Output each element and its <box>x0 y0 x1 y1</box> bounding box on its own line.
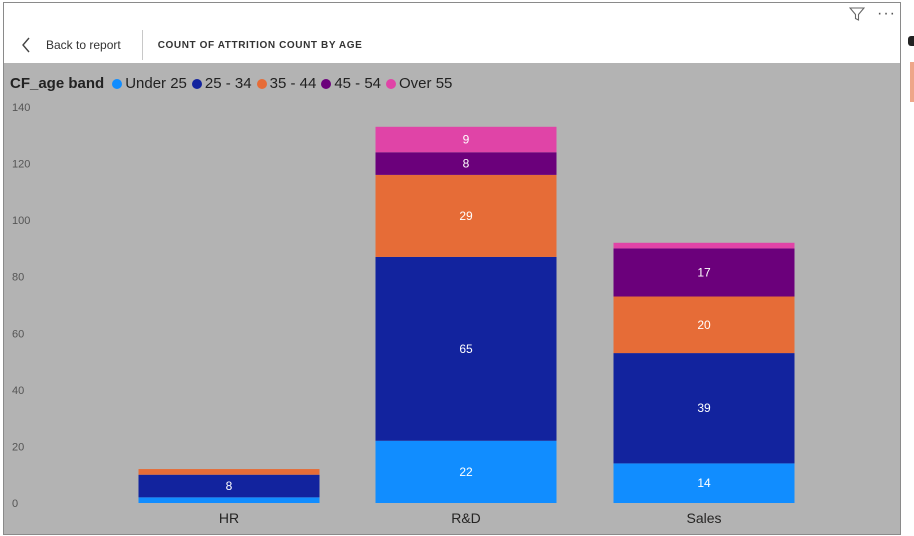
bar-segment[interactable] <box>613 248 795 297</box>
back-to-report-button[interactable]: Back to report <box>4 27 121 63</box>
bar-segment[interactable] <box>375 126 557 153</box>
chart-area: CF_age band Under 25 25 - 34 35 - 44 45 - 5… <box>4 63 900 534</box>
data-label: 17 <box>697 265 711 279</box>
bar-segment[interactable] <box>138 497 320 503</box>
y-tick-label: 20 <box>12 441 24 453</box>
data-label: 65 <box>459 342 473 356</box>
legend-item[interactable]: 25 - 34 <box>191 75 252 92</box>
edge-marker <box>908 36 914 46</box>
filter-icon[interactable] <box>849 7 866 21</box>
data-label: 20 <box>697 318 711 332</box>
back-label: Back to report <box>46 38 121 52</box>
legend-label: 35 - 44 <box>269 75 317 92</box>
header-divider <box>141 30 143 60</box>
legend-item[interactable]: Under 25 <box>112 75 187 92</box>
chart-legend: CF_age band Under 25 25 - 34 35 - 44 45 - 5… <box>10 75 457 92</box>
edge-marker-accent <box>910 62 914 102</box>
chevron-left-icon <box>22 37 30 53</box>
y-tick-label: 60 <box>12 328 24 340</box>
visual-frame: ··· Back to report COUNT OF ATTRITION CO… <box>3 2 901 535</box>
legend-title: CF_age band <box>10 75 105 92</box>
legend-dot <box>321 78 332 89</box>
y-tick-label: 120 <box>12 159 30 171</box>
data-label: 22 <box>459 465 473 479</box>
bar-segment[interactable] <box>613 353 795 464</box>
data-label: 14 <box>697 476 711 490</box>
legend-item[interactable]: 35 - 44 <box>256 75 317 92</box>
data-label: 9 <box>463 133 470 147</box>
bar-segment[interactable] <box>613 242 795 249</box>
legend-dot <box>112 78 123 89</box>
legend-item[interactable]: Over 55 <box>386 75 452 92</box>
y-tick-label: 40 <box>12 385 24 397</box>
legend-label: Under 25 <box>125 75 187 92</box>
legend-label: 25 - 34 <box>204 75 252 92</box>
data-label: 8 <box>463 157 470 171</box>
legend-label: Over 55 <box>399 75 453 92</box>
legend-dot <box>386 78 397 89</box>
visual-title: COUNT OF ATTRITION COUNT BY AGE <box>157 39 363 51</box>
bar-segment[interactable] <box>138 474 320 498</box>
data-label: 8 <box>226 479 233 493</box>
x-tick-label: HR <box>219 510 239 526</box>
visual-header-icons: ··· <box>849 5 896 22</box>
bar-segment[interactable] <box>375 256 557 441</box>
y-tick-label: 100 <box>12 215 30 227</box>
x-tick-label: R&D <box>451 510 481 526</box>
bar-segment[interactable] <box>138 469 320 475</box>
x-tick-label: Sales <box>686 510 721 526</box>
bar-segment[interactable] <box>375 440 557 503</box>
legend-label: 45 - 54 <box>334 75 382 92</box>
bar-segment[interactable] <box>375 152 557 175</box>
y-tick-label: 0 <box>12 498 18 510</box>
legend-item[interactable]: 45 - 54 <box>321 75 381 92</box>
data-label: 29 <box>459 209 473 223</box>
legend-dot <box>256 78 267 89</box>
data-label: 39 <box>697 401 711 415</box>
bar-segment[interactable] <box>613 296 795 354</box>
more-options-icon[interactable]: ··· <box>877 5 896 22</box>
bar-segment[interactable] <box>375 174 557 257</box>
bar-segment[interactable] <box>613 463 795 503</box>
legend-dot <box>191 78 202 89</box>
y-tick-label: 140 <box>12 102 30 114</box>
focus-mode-header: Back to report COUNT OF ATTRITION COUNT … <box>4 27 900 63</box>
stacked-bar-chart: 0 20 40 60 80 100 120 140 8 HR 22 65 29 8 9 R&D 14 39 20 17… <box>12 102 795 526</box>
y-tick-label: 80 <box>12 272 24 284</box>
